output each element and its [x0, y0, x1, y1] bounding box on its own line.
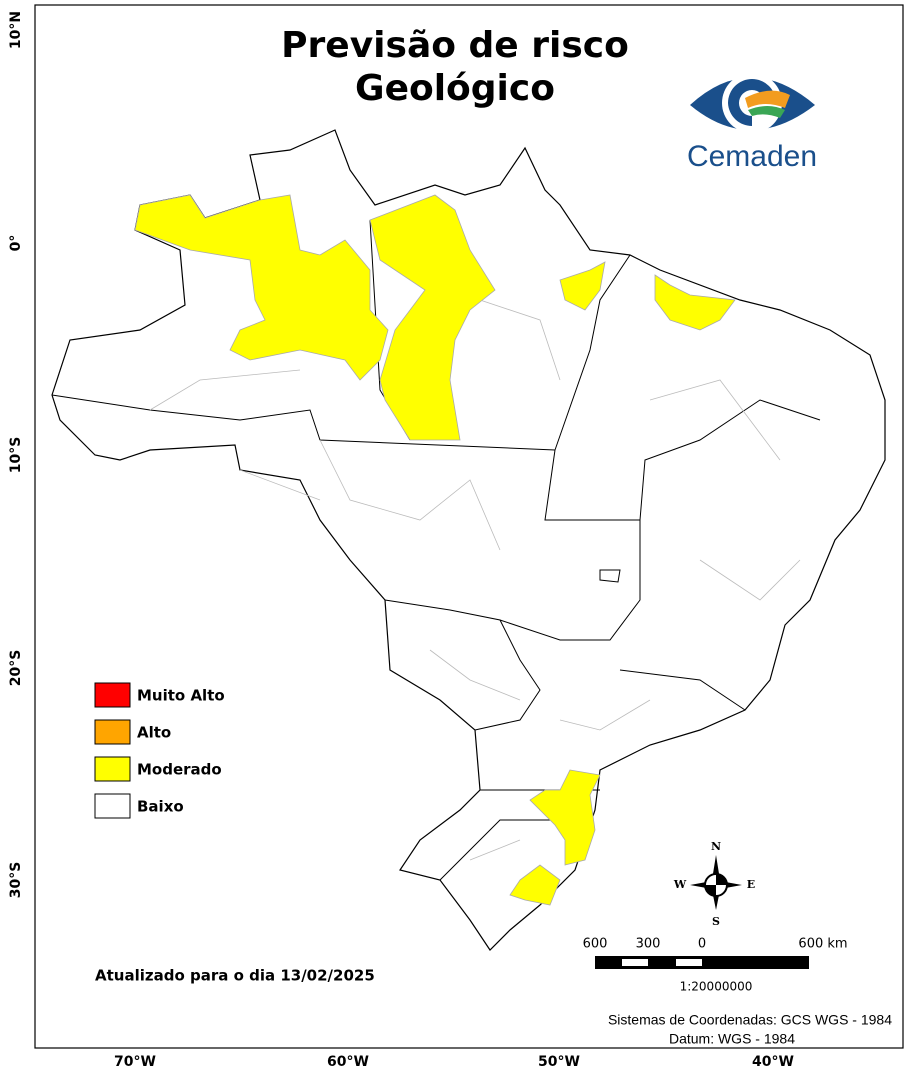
legend-label: Baixo	[137, 798, 184, 816]
legend-label: Alto	[137, 724, 171, 742]
x-axis-label: 40°W	[752, 1054, 794, 1070]
compass-s: S	[712, 915, 720, 928]
title-line: Previsão de risco	[281, 25, 629, 66]
y-axis-label: 20°S	[8, 650, 24, 687]
legend-swatch	[94, 719, 131, 745]
state-borders	[51, 219, 821, 881]
logo-text: Cemaden	[687, 140, 817, 173]
y-axis-label: 0°	[8, 235, 24, 252]
updated-note: Atualizado para o dia 13/02/2025	[95, 967, 375, 985]
moderate-areas	[134, 194, 736, 906]
compass: N S E W	[673, 840, 755, 928]
scale-bar: 600 300 0 600 km 1:20000000	[583, 937, 848, 994]
title-line: Geológico	[355, 68, 555, 109]
y-axis-label: 10°S	[8, 437, 24, 474]
x-axis-label: 50°W	[538, 1054, 580, 1070]
x-axis-label: 70°W	[114, 1054, 156, 1070]
compass-n: N	[711, 840, 721, 853]
y-axis-label: 30°S	[8, 862, 24, 899]
legend-swatch	[94, 793, 131, 819]
x-axis-label: 60°W	[327, 1054, 369, 1070]
datum-note: Datum: WGS - 1984	[669, 1031, 795, 1047]
compass-w: W	[673, 878, 687, 891]
y-axis-label: 10°N	[8, 11, 24, 49]
compass-e: E	[747, 878, 755, 891]
logo: Cemaden	[687, 73, 817, 173]
scale-label: 600 km	[798, 937, 847, 952]
scale-ratio: 1:20000000	[680, 980, 753, 994]
legend: Muito Alto Alto Moderado Baixo	[94, 682, 225, 819]
axis-labels: 70°W 60°W 50°W 40°W 10°N 0° 10°S 20°S 30°S	[8, 11, 794, 1070]
scale-label: 600	[583, 937, 608, 952]
scale-label: 300	[636, 937, 661, 952]
region-borders	[149, 299, 801, 861]
legend-swatch	[94, 756, 131, 782]
legend-swatch	[94, 682, 131, 708]
legend-label: Muito Alto	[137, 687, 225, 705]
crs-note: Sistemas de Coordenadas: GCS WGS - 1984	[608, 1012, 892, 1028]
legend-label: Moderado	[137, 761, 222, 779]
scale-label: 0	[698, 937, 706, 952]
